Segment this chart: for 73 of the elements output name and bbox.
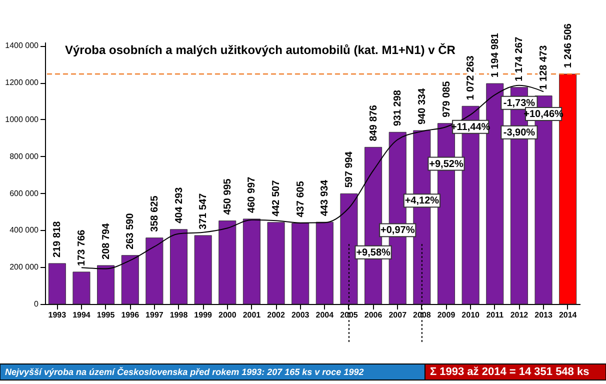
bar [194, 235, 212, 304]
text: Nejvyšší výroba na území Československa před rokem 1993: 207 165 ks v roce 1992 [5, 366, 364, 377]
bar [267, 222, 285, 304]
x-tick-label: 1994 [72, 310, 91, 320]
annotation: +0,97% [380, 225, 415, 236]
data-label: 1 072 263 [466, 55, 477, 100]
annotation: +4,12% [404, 196, 440, 207]
data-label: 940 334 [416, 88, 428, 124]
y-tick-label: 800 000 [10, 152, 40, 161]
x-tick-label: 2014 [558, 310, 578, 320]
bar [146, 238, 164, 304]
bar [121, 255, 139, 304]
y-tick-label: 1000 000 [5, 114, 40, 124]
x-tick-label: 2000 [218, 310, 237, 320]
annotation: -3,90% [503, 127, 536, 138]
data-label: 371 547 [198, 192, 210, 230]
data-label: 1 246 506 [562, 23, 574, 68]
data-label: 442 507 [271, 180, 282, 216]
y-tick-label: 1400 000 [5, 41, 40, 50]
x-tick-label: 2011 [486, 310, 504, 320]
data-label: 1 194 981 [490, 32, 501, 78]
y-tick-label: 200 000 [10, 262, 40, 272]
data-label: 437 605 [295, 180, 306, 218]
x-tick-label: 2009 [437, 310, 456, 320]
data-label: 1 174 267 [514, 36, 526, 82]
y-tick-label: 0 [34, 300, 40, 308]
x-tick-label: 1995 [96, 310, 116, 320]
bar [218, 220, 236, 304]
data-label: 219 818 [52, 220, 64, 258]
x-tick-label: 1996 [121, 310, 140, 320]
x-tick-label: 1999 [194, 310, 213, 320]
chart-title: Výroba osobních a malých užitkových automobilů (kat. M1+N1) v ČR [65, 43, 456, 57]
data-label: 460 997 [246, 176, 258, 213]
y-tick-label: 1200 000 [5, 78, 40, 88]
x-tick-label: 2003 [291, 310, 310, 320]
x-tick-label: 2012 [510, 310, 529, 320]
x-tick-label: 2005 [340, 310, 358, 320]
x-tick-label: 2008 [413, 310, 432, 320]
annotation: -1,73% [503, 98, 536, 109]
data-label: 1 128 473 [538, 44, 550, 90]
y-tick-label: 400 000 [10, 226, 40, 235]
data-label: 208 794 [100, 222, 112, 260]
annotation: +9,58% [356, 247, 390, 258]
data-label: 450 995 [222, 178, 234, 215]
bar [72, 272, 90, 304]
data-label: 404 293 [174, 186, 185, 224]
x-tick-label: 2004 [316, 310, 334, 320]
x-tick-label: 2002 [267, 310, 286, 320]
bar [242, 218, 260, 304]
x-tick-label: 1997 [146, 310, 164, 320]
bar [292, 223, 310, 304]
bar [97, 265, 115, 304]
data-label: 979 085 [441, 80, 452, 118]
data-label: 597 994 [344, 151, 355, 188]
y-tick-label: 600 000 [10, 188, 40, 198]
text: Σ 1993 až 2014 = 14 351 548 ks [430, 366, 590, 378]
x-tick-label: 2007 [388, 310, 408, 320]
data-label: 173 766 [76, 229, 88, 266]
data-label: 263 590 [125, 212, 136, 250]
bar [316, 222, 334, 304]
x-tick-label: 1993 [48, 310, 67, 320]
bar [170, 229, 188, 304]
bar [48, 263, 66, 304]
x-tick-label: 2001 [242, 310, 262, 320]
x-tick-label: 1998 [170, 310, 188, 320]
data-label: 849 876 [368, 104, 380, 142]
data-label: 931 298 [392, 90, 404, 126]
data-label: 443 934 [320, 180, 331, 216]
annotation: +9,52% [429, 158, 464, 170]
x-tick-label: 2010 [462, 310, 480, 320]
data-label: 358 625 [149, 195, 160, 232]
x-tick-label: 2006 [364, 310, 383, 320]
x-tick-label: 2013 [534, 310, 553, 320]
